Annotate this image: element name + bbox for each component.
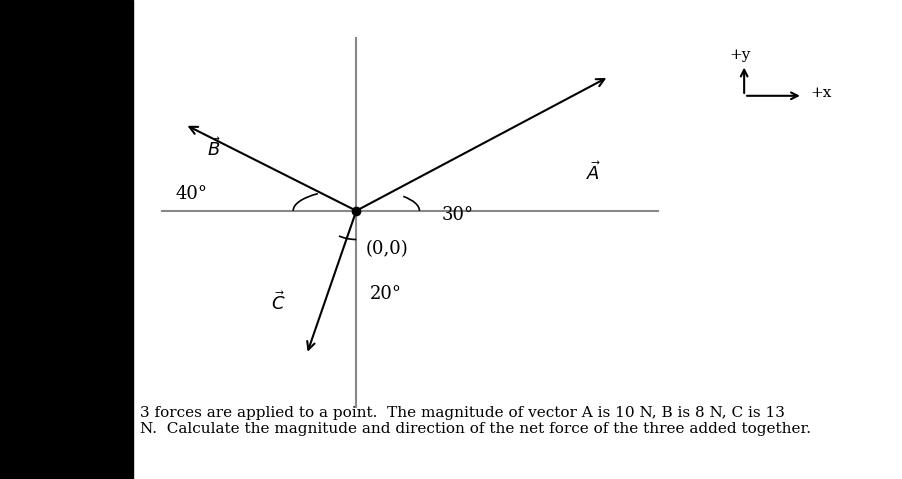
Text: +x: +x xyxy=(810,86,832,101)
Text: $\vec{A}$: $\vec{A}$ xyxy=(586,161,602,184)
Text: $\vec{C}$: $\vec{C}$ xyxy=(271,291,285,314)
Text: 3 forces are applied to a point.  The magnitude of vector A is 10 N, B is 8 N, C: 3 forces are applied to a point. The mag… xyxy=(140,406,811,436)
Text: 20°: 20° xyxy=(370,285,401,303)
Text: $\vec{B}$: $\vec{B}$ xyxy=(207,137,222,160)
Text: 30°: 30° xyxy=(442,205,474,224)
Bar xyxy=(0,0,133,479)
Text: 40°: 40° xyxy=(176,185,207,203)
Text: +y: +y xyxy=(729,48,750,62)
Text: (0,0): (0,0) xyxy=(365,240,408,259)
